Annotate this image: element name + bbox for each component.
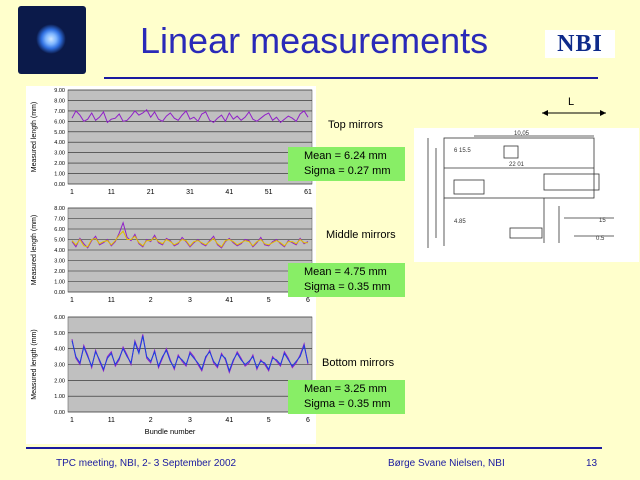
middle-y-tick-label: 8.00 bbox=[54, 206, 65, 212]
bottom-y-tick-label: 1.00 bbox=[54, 394, 65, 400]
middle-y-tick-label: 0.00 bbox=[54, 290, 65, 296]
middle-sigma: Sigma = 0.35 mm bbox=[304, 281, 391, 293]
footer-meeting: TPC meeting, NBI, 2- 3 September 2002 bbox=[56, 458, 237, 469]
middle-y-tick-label: 4.00 bbox=[54, 248, 65, 254]
svg-text:10,05: 10,05 bbox=[514, 131, 530, 137]
bottom-x-tick-label: 6 bbox=[306, 417, 310, 424]
middle-series-line-0 bbox=[71, 221, 309, 249]
middle-x-tick-label: 41 bbox=[225, 297, 233, 304]
middle-x-tick-label: 1 bbox=[70, 297, 74, 304]
nbi-logo: NBI bbox=[545, 30, 615, 58]
top-series-line-0 bbox=[71, 109, 309, 124]
middle-x-tick-label: 5 bbox=[267, 297, 271, 304]
middle-mean: Mean = 4.75 mm bbox=[304, 266, 387, 278]
middle-stats-box: Mean = 4.75 mm Sigma = 0.35 mm bbox=[288, 263, 405, 297]
top-x-tick-label: 51 bbox=[265, 189, 273, 196]
charts-panel: 0.00 1.00 2.00 3.00 4.00 5.00 6.00 7.00 8.00 9.00… bbox=[26, 86, 316, 444]
bottom-x-tick-label: 1 bbox=[70, 417, 74, 424]
bottom-series-line-1 bbox=[71, 335, 309, 373]
middle-x-tick-label: 6 bbox=[306, 297, 310, 304]
mirror-technical-drawing: 10,05 6 15.5 22 01 4.85 15 0.5 bbox=[414, 128, 639, 262]
bottom-y-axis-label: Measured length (mm) bbox=[31, 329, 38, 399]
svg-text:4.85: 4.85 bbox=[454, 219, 466, 225]
bottom-x-tick-label: 3 bbox=[188, 417, 192, 424]
bottom-y-tick-label: 2.00 bbox=[54, 378, 65, 384]
bottom-sigma: Sigma = 0.35 mm bbox=[304, 398, 391, 410]
top-y-tick-label: 4.00 bbox=[54, 140, 65, 146]
top-y-tick-label: 8.00 bbox=[54, 98, 65, 104]
middle-y-tick-label: 7.00 bbox=[54, 217, 65, 223]
bottom-y-tick-label: 3.00 bbox=[54, 363, 65, 369]
middle-series-line-1 bbox=[71, 230, 308, 248]
middle-y-tick-label: 2.00 bbox=[54, 269, 65, 275]
bottom-mirrors-label: Bottom mirrors bbox=[322, 357, 395, 369]
bottom-y-tick-label: 0.00 bbox=[54, 410, 65, 416]
title-divider bbox=[104, 77, 598, 79]
middle-y-tick-label: 1.00 bbox=[54, 280, 65, 286]
middle-x-tick-label: 2 bbox=[149, 297, 153, 304]
top-y-axis-label: Measured length (mm) bbox=[31, 102, 38, 172]
drawing-svg: 10,05 6 15.5 22 01 4.85 15 0.5 bbox=[427, 131, 614, 248]
length-arrow bbox=[542, 110, 606, 116]
top-x-tick-label: 1 bbox=[70, 189, 74, 196]
top-mean: Mean = 6.24 mm bbox=[304, 150, 387, 162]
svg-text:0.5: 0.5 bbox=[596, 236, 605, 242]
bottom-mean: Mean = 3.25 mm bbox=[304, 383, 387, 395]
bottom-series-line-0 bbox=[71, 334, 309, 374]
charts-svg: 0.00 1.00 2.00 3.00 4.00 5.00 6.00 7.00 8.00 9.00… bbox=[31, 88, 313, 436]
top-x-tick-label: 21 bbox=[147, 189, 155, 196]
top-y-tick-label: 9.00 bbox=[54, 88, 65, 94]
top-x-tick-label: 41 bbox=[225, 189, 233, 196]
top-x-tick-label: 31 bbox=[186, 189, 194, 196]
spot-image bbox=[18, 6, 86, 74]
middle-mirrors-label: Middle mirrors bbox=[326, 229, 396, 241]
svg-text:15: 15 bbox=[599, 218, 606, 224]
middle-x-tick-label: 3 bbox=[188, 297, 192, 304]
length-l-label: L bbox=[568, 96, 575, 108]
top-y-tick-label: 7.00 bbox=[54, 109, 65, 115]
middle-y-axis-label: Measured length (mm) bbox=[31, 215, 38, 285]
slide-title: Linear measurements bbox=[140, 20, 489, 61]
middle-x-tick-label: 11 bbox=[108, 297, 115, 304]
top-x-tick-label: 61 bbox=[304, 189, 312, 196]
bottom-y-tick-label: 4.00 bbox=[54, 347, 65, 353]
bottom-x-axis-label: Bundle number bbox=[145, 427, 196, 436]
top-y-tick-label: 3.00 bbox=[54, 151, 65, 157]
top-stats-box: Mean = 6.24 mm Sigma = 0.27 mm bbox=[288, 147, 405, 181]
footer-page-number: 13 bbox=[586, 458, 598, 469]
svg-text:6 15.5: 6 15.5 bbox=[454, 148, 471, 154]
top-sigma: Sigma = 0.27 mm bbox=[304, 165, 391, 177]
top-y-tick-label: 5.00 bbox=[54, 130, 65, 136]
middle-y-tick-label: 5.00 bbox=[54, 238, 65, 244]
bottom-y-tick-label: 6.00 bbox=[54, 315, 65, 321]
middle-y-tick-label: 3.00 bbox=[54, 259, 65, 265]
bottom-x-tick-label: 11 bbox=[108, 417, 115, 424]
middle-y-tick-label: 6.00 bbox=[54, 227, 65, 233]
top-y-tick-label: 0.00 bbox=[54, 182, 65, 188]
top-y-tick-label: 1.00 bbox=[54, 172, 65, 178]
bottom-x-tick-label: 41 bbox=[225, 417, 233, 424]
top-y-tick-label: 6.00 bbox=[54, 119, 65, 125]
bottom-x-tick-label: 5 bbox=[267, 417, 271, 424]
bottom-x-tick-label: 2 bbox=[149, 417, 153, 424]
top-plot-area bbox=[67, 89, 313, 185]
svg-text:22 01: 22 01 bbox=[509, 162, 525, 168]
bottom-y-tick-label: 5.00 bbox=[54, 331, 65, 337]
top-x-tick-label: 11 bbox=[108, 189, 115, 196]
footer-author: Børge Svane Nielsen, NBI bbox=[388, 458, 505, 469]
footer-divider bbox=[26, 447, 602, 449]
top-y-tick-label: 2.00 bbox=[54, 161, 65, 167]
top-mirrors-label: Top mirrors bbox=[328, 119, 384, 131]
bottom-stats-box: Mean = 3.25 mm Sigma = 0.35 mm bbox=[288, 380, 405, 414]
